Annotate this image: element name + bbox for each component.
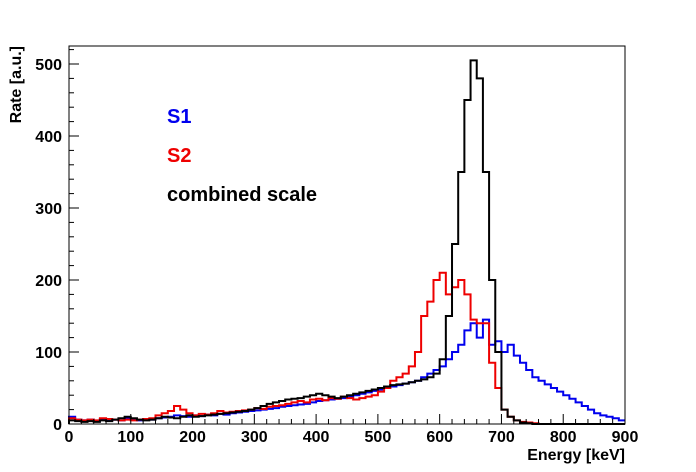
series-s2-line (68, 271, 625, 425)
y-tick-label: 0 (53, 417, 62, 434)
ticks-layer (68, 49, 626, 425)
x-tick-label: 500 (365, 429, 392, 446)
x-tick-label: 900 (612, 429, 639, 446)
y-tick-label: 100 (35, 345, 62, 362)
series-layer (68, 59, 625, 425)
y-tick-label: 500 (35, 57, 62, 74)
legend-item-s1: S1 (167, 106, 191, 128)
plot-frame (68, 45, 626, 425)
x-tick-label: 400 (303, 429, 330, 446)
y-axis-title: Rate [a.u.] (8, 46, 25, 123)
legend-item-combined-scale: combined scale (167, 184, 317, 206)
y-tick-label: 400 (35, 129, 62, 146)
x-tick-label: 700 (488, 429, 515, 446)
y-tick-label: 300 (35, 201, 62, 218)
legend-item-s2: S2 (167, 145, 191, 167)
x-tick-label: 300 (241, 429, 268, 446)
x-tick-label: 800 (550, 429, 577, 446)
x-axis-title: Energy [keV] (527, 447, 625, 464)
x-tick-label: 0 (65, 429, 74, 446)
x-tick-label: 100 (117, 429, 144, 446)
series-combined-scale-line (68, 59, 625, 425)
x-tick-label: 600 (426, 429, 453, 446)
x-tick-label: 200 (179, 429, 206, 446)
tick-labels-layer: 0 100 200 300 400 500 600 700 800 900 0 100 200 300 40… (35, 57, 638, 446)
y-tick-label: 200 (35, 273, 62, 290)
legend: S1 S2 combined scale (167, 106, 317, 206)
